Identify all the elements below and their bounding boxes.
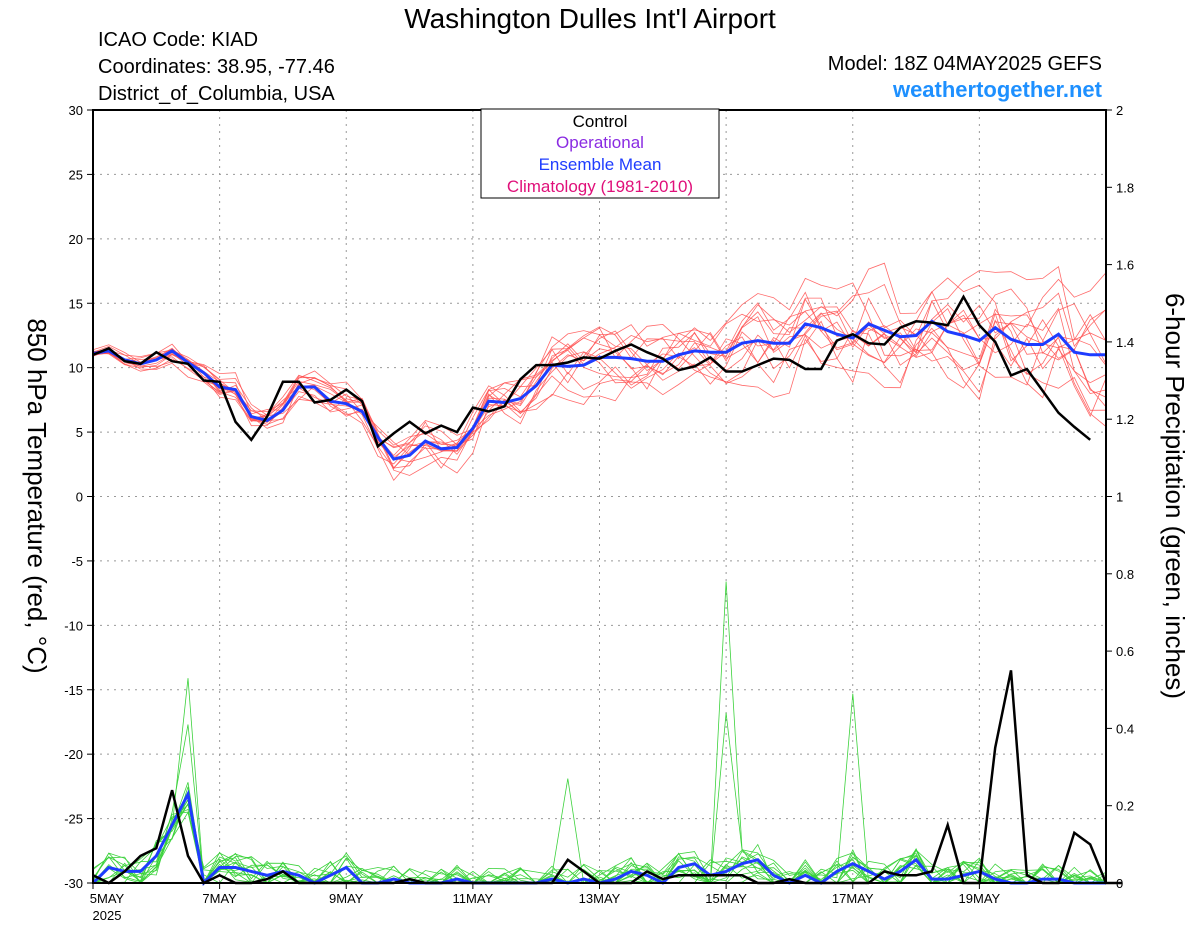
temperature-member-line xyxy=(92,288,1107,461)
left-tick-label: -5 xyxy=(71,554,83,569)
right-tick-label: 1.8 xyxy=(1116,180,1134,195)
right-tick-label: 0.8 xyxy=(1116,567,1134,582)
legend: Control Operational Ensemble Mean Climat… xyxy=(480,108,720,199)
left-axis-label: 850 hPa Temperature (red, °C) xyxy=(22,318,52,673)
coordinates: Coordinates: 38.95, -77.46 xyxy=(98,56,335,78)
x-tick-label: 11MAY xyxy=(453,891,494,906)
right-tick-label: 0.2 xyxy=(1116,799,1134,814)
x-axis-ticks: 5MAY 2025 7MAY 9MAY 11MAY 13MAY 15MAY 17MAY 19MA… xyxy=(90,883,1001,923)
right-tick-label: 0 xyxy=(1116,876,1123,891)
left-tick-label: -25 xyxy=(64,812,83,827)
left-tick-label: 5 xyxy=(76,425,83,440)
legend-climatology: Climatology (1981-2010) xyxy=(507,177,693,196)
region: District_of_Columbia, USA xyxy=(98,83,335,105)
temperature-member-line xyxy=(92,303,1107,469)
model-run: Model: 18Z 04MAY2025 GEFS xyxy=(828,53,1102,75)
left-tick-label: 10 xyxy=(69,361,83,376)
legend-operational: Operational xyxy=(556,133,644,152)
legend-box xyxy=(480,108,720,199)
legend-control: Control xyxy=(573,112,628,131)
right-axis-label: 6-hour Precipitation (green, inches) xyxy=(1160,293,1190,699)
grid-lines xyxy=(93,110,1106,883)
left-tick-label: -10 xyxy=(64,618,83,633)
right-tick-label: 1.4 xyxy=(1116,335,1134,350)
legend-ensemble-mean: Ensemble Mean xyxy=(539,155,662,174)
right-tick-label: 1 xyxy=(1116,490,1123,505)
left-tick-label: 30 xyxy=(69,103,83,118)
right-tick-label: 1.2 xyxy=(1116,412,1134,427)
right-tick-label: 2 xyxy=(1116,103,1123,118)
left-tick-label: 15 xyxy=(69,296,83,311)
temperature-member-line xyxy=(92,266,1107,482)
left-tick-label: 20 xyxy=(69,232,83,247)
left-tick-label: 0 xyxy=(76,490,83,505)
right-tick-label: 1.6 xyxy=(1116,258,1134,273)
x-tick-label: 15MAY xyxy=(705,891,747,906)
right-tick-label: 0.4 xyxy=(1116,721,1134,736)
icao-code: ICAO Code: KIAD xyxy=(98,29,258,51)
left-tick-label: -15 xyxy=(64,683,83,698)
right-axis-ticks: 2 1.8 1.6 1.4 1.2 1 0.8 0.6 0.4 0.2 0 xyxy=(1106,103,1134,891)
left-tick-label: -30 xyxy=(64,876,83,891)
left-axis-ticks: 30 25 20 15 10 5 0 -5 -10 -15 -20 -25 -30 xyxy=(64,103,93,891)
temperature-control-line xyxy=(92,294,1091,449)
x-tick-year: 2025 xyxy=(93,908,122,923)
x-tick-label: 19MAY xyxy=(959,891,1001,906)
left-tick-label: -20 xyxy=(64,747,83,762)
x-tick-label: 13MAY xyxy=(579,891,621,906)
x-tick-label: 5MAY xyxy=(90,891,125,906)
x-tick-label: 7MAY xyxy=(202,891,237,906)
x-tick-label: 17MAY xyxy=(832,891,874,906)
right-tick-label: 0.6 xyxy=(1116,644,1134,659)
temperature-member-line xyxy=(92,303,1107,474)
chart-title: Washington Dulles Int'l Airport xyxy=(404,3,776,34)
left-tick-label: 25 xyxy=(69,167,83,182)
x-tick-label: 9MAY xyxy=(329,891,364,906)
temperature-member-line xyxy=(92,277,1107,476)
site-link[interactable]: weathertogether.net xyxy=(892,77,1103,102)
